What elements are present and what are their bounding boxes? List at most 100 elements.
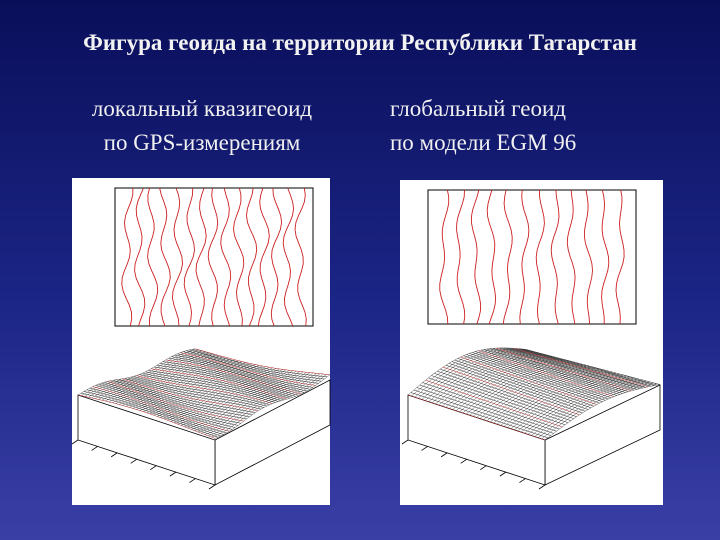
axis-tick <box>169 471 177 477</box>
surface-mesh <box>180 352 316 386</box>
surface-mesh <box>500 372 617 426</box>
surface-mesh <box>544 384 661 441</box>
contour-line <box>246 187 258 327</box>
contour-line <box>270 187 283 327</box>
surface-mesh <box>148 370 285 401</box>
axis-tick <box>401 439 409 445</box>
axis-tick <box>460 458 467 464</box>
surface-mesh <box>177 370 294 425</box>
axis-tick <box>110 452 118 458</box>
axis-tick <box>91 446 98 451</box>
caption-line: по GPS-измерениям <box>103 130 301 155</box>
axis-tick <box>421 446 428 451</box>
surface-mesh <box>469 353 606 401</box>
surface-mesh <box>489 348 626 393</box>
axis-tick <box>208 484 216 490</box>
contour-line <box>566 189 576 325</box>
surface-mesh <box>476 366 593 418</box>
surface-mesh <box>486 369 603 422</box>
surface-mesh <box>504 347 640 389</box>
surface-mesh <box>522 348 658 386</box>
surface-mesh <box>481 349 617 396</box>
contour-line <box>439 189 450 325</box>
surface-mesh <box>541 383 657 440</box>
contour-line <box>159 187 171 327</box>
surface-mesh <box>146 365 263 413</box>
axis-tick <box>440 452 448 458</box>
surface-mesh <box>183 351 319 384</box>
surface-mesh <box>197 372 314 433</box>
contour-line <box>519 189 530 325</box>
surface-mesh <box>524 379 640 434</box>
caption-line: глобальный геоид <box>390 96 566 121</box>
surface-mesh <box>503 373 620 427</box>
surface-mesh <box>142 372 279 402</box>
surface-mesh <box>479 367 596 419</box>
contour-line <box>134 187 146 327</box>
surface-mesh <box>472 352 609 400</box>
axis-tick <box>150 465 157 471</box>
surface-mesh <box>516 348 652 387</box>
surface-mesh <box>154 366 290 399</box>
contour-line <box>470 189 482 325</box>
surface-mesh <box>492 348 629 392</box>
surface-mesh <box>527 379 644 435</box>
axis-tick <box>480 465 487 471</box>
surface-mesh <box>483 368 600 420</box>
surface-mesh <box>186 350 322 382</box>
surface-mesh <box>510 375 627 429</box>
axis-tick <box>519 478 526 483</box>
surface-mesh <box>163 368 280 419</box>
contour-line <box>550 189 560 325</box>
surface-mesh <box>478 350 615 397</box>
contour-line <box>601 189 610 324</box>
surface-mesh <box>204 373 321 435</box>
surface-mesh <box>145 371 282 402</box>
map-frame <box>427 189 637 325</box>
contour-line <box>233 187 245 327</box>
surface-mesh <box>490 370 607 423</box>
axis-tick <box>499 471 507 477</box>
surface-mesh <box>208 373 324 436</box>
surface-mesh <box>194 372 310 431</box>
map-frame <box>114 187 314 327</box>
surface-mesh <box>514 376 630 431</box>
caption-line: по модели EGM 96 <box>390 130 577 155</box>
contour-line <box>294 187 307 327</box>
surface-mesh <box>165 359 302 395</box>
surface-mesh <box>498 347 635 391</box>
axis-tick <box>538 484 546 490</box>
contour-line <box>121 188 134 327</box>
surface-mesh <box>507 347 643 389</box>
surface-mesh <box>170 369 287 422</box>
surface-mesh <box>160 368 277 418</box>
contour-line <box>207 187 219 327</box>
surface-mesh <box>534 381 650 437</box>
surface-mesh <box>520 378 637 433</box>
surface-mesh <box>519 348 655 386</box>
contour-line <box>583 189 593 325</box>
axis-tick <box>189 478 196 483</box>
surface-mesh <box>201 373 317 434</box>
surface-mesh <box>167 369 283 421</box>
contour-line <box>183 187 195 327</box>
surface-mesh <box>211 374 327 438</box>
contour-line <box>486 189 497 325</box>
surface-mesh <box>510 347 646 388</box>
surface-mesh <box>189 349 325 380</box>
contour-line <box>282 187 295 327</box>
surface-mesh <box>180 370 297 426</box>
surface-mesh <box>151 368 287 400</box>
surface-mesh <box>537 382 654 438</box>
contour-line <box>220 187 232 327</box>
surface-mesh <box>162 361 299 396</box>
surface-mesh <box>214 374 331 439</box>
slide-title: Фигура геоида на территории Республики Т… <box>83 30 637 55</box>
surface-mesh <box>507 374 623 428</box>
surface-mesh <box>484 349 620 395</box>
contour-line <box>172 187 183 327</box>
surface-mesh <box>174 354 310 390</box>
contour-line <box>615 189 625 325</box>
